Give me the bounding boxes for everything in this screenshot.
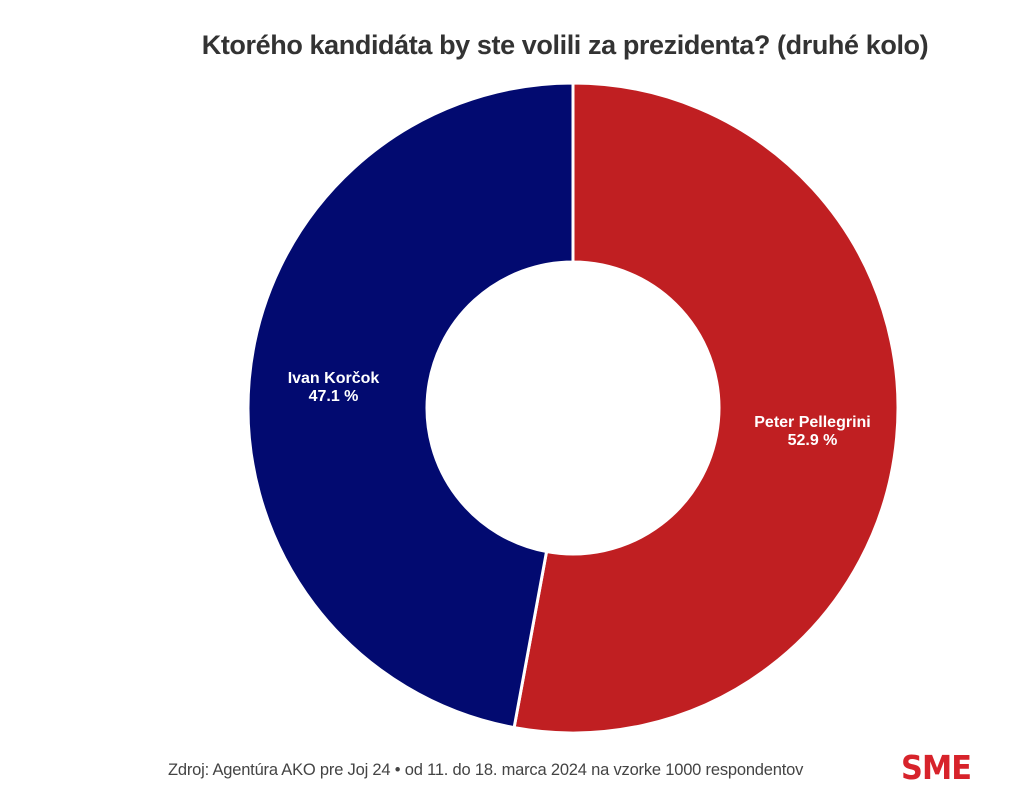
slice-label-name: Ivan Korčok (288, 370, 380, 387)
chart-title: Ktorého kandidáta by ste volili za prezi… (201, 30, 929, 60)
slice-label-value: 52.9 % (788, 432, 838, 449)
slice-label-name: Peter Pellegrini (754, 414, 871, 431)
slice-label-value: 47.1 % (309, 388, 359, 405)
sme-logo: SME (901, 748, 972, 787)
slice-label: Peter Pellegrini 52.9 % (754, 414, 871, 449)
slice-peter-pellegrini[interactable] (512, 81, 900, 735)
slices-group (246, 81, 900, 735)
slice-label: Ivan Korčok 47.1 % (288, 370, 380, 405)
source-note: Zdroj: Agentúra AKO pre Joj 24 • od 11. … (168, 761, 804, 779)
labels-group: Peter Pellegrini 52.9 % Ivan Korčok 47.1 % (288, 370, 871, 449)
slice-ivan-kor-ok[interactable] (246, 81, 575, 730)
